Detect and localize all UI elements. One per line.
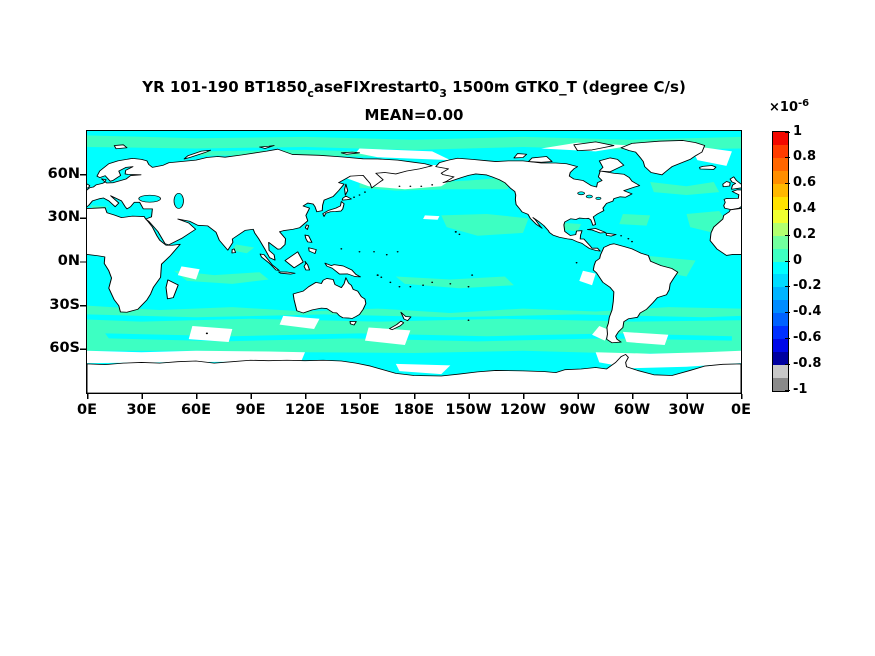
colorbar-segment — [773, 235, 788, 249]
x-tick-label: 120W — [499, 402, 547, 418]
southern-band-cyan-streaks — [87, 314, 741, 342]
colorbar-tick-label: -0.2 — [784, 278, 822, 293]
colorbar-segment — [773, 378, 788, 392]
caspian-sea — [173, 192, 184, 209]
new-zealand-south — [388, 320, 405, 331]
y-tick-label: 30S — [49, 297, 80, 313]
x-tick-label: 90E — [235, 402, 266, 418]
colorbar-segment — [773, 287, 788, 301]
x-tick-label: 150E — [339, 402, 380, 418]
colorbar-tick-label: 0.8 — [784, 149, 817, 164]
x-tick-label: 150W — [445, 402, 492, 418]
luzon — [304, 234, 313, 243]
colorbar-segment — [773, 352, 788, 366]
new-guinea — [324, 262, 361, 278]
colorbar-segment — [773, 183, 788, 197]
masked-ocean-patches — [87, 142, 741, 375]
world-map — [86, 130, 742, 394]
title-subscript-c: c — [307, 87, 314, 100]
y-axis-tick-marks — [80, 174, 86, 351]
sumatra — [259, 253, 280, 271]
colorbar-segment — [773, 339, 788, 353]
japan-hokkaido — [341, 195, 352, 201]
figure-subtitle-mean: MEAN=0.00 — [364, 106, 464, 124]
colorbar-segment — [773, 196, 788, 210]
colorbar-tick-label: 0 — [784, 253, 803, 268]
colorbar-tick-label: 0.6 — [784, 175, 817, 190]
java — [278, 271, 296, 275]
colorbar-segment — [773, 209, 788, 223]
colorbar-segment — [773, 274, 788, 288]
sulawesi — [303, 260, 311, 271]
colorbar-scale-base: ×10 — [769, 100, 798, 115]
colorbar-segment — [773, 248, 788, 262]
colorbar-tick-label: -0.6 — [784, 330, 822, 345]
y-tick-label: 60N — [47, 166, 80, 182]
x-tick-label: 180E — [393, 402, 435, 418]
svalbard — [113, 144, 128, 150]
colorbar-tick-label: 0.4 — [784, 201, 817, 216]
landmasses — [87, 144, 741, 393]
title-text: 1500m GTK0_T (degree C/s) — [446, 78, 686, 96]
colorbar-tick-label: -1 — [784, 382, 808, 397]
x-tick-label: 30W — [668, 402, 705, 418]
x-tick-label: 0E — [77, 402, 97, 418]
colorbar-segment — [773, 222, 788, 236]
japan-honshu — [322, 201, 345, 217]
sri-lanka — [231, 248, 237, 254]
title-text: YR 101-190 BT1850 — [142, 78, 308, 96]
x-tick-label: 60W — [613, 402, 651, 418]
colorbar-tick-label: -0.8 — [784, 356, 822, 371]
mindanao — [308, 247, 317, 254]
antarctica — [87, 354, 741, 393]
x-tick-label: 60E — [180, 402, 212, 418]
colorbar-tick-label: 1 — [784, 124, 803, 139]
colorbar-tick-label: 0.2 — [784, 227, 817, 242]
colorbar-tick-label: -0.4 — [784, 304, 822, 319]
x-tick-label: 30E — [126, 402, 157, 418]
colorbar-segment — [773, 132, 788, 145]
sakhalin — [344, 183, 349, 196]
x-tick-label: 0E — [731, 402, 751, 418]
severnaya-zemlya — [259, 145, 275, 149]
taiwan — [304, 224, 310, 230]
map-svg — [87, 131, 741, 393]
colorbar-segment — [773, 326, 788, 340]
colorbar-segment — [773, 300, 788, 314]
colorbar-segment — [773, 157, 788, 171]
small-island-dots — [205, 184, 633, 335]
x-axis-tick-marks — [87, 394, 743, 399]
colorbar-segment — [773, 144, 788, 158]
y-tick-label: 0N — [57, 253, 80, 269]
eurasia — [87, 148, 433, 261]
figure-title: YR 101-190 BT1850caseFIXrestart03 1500m … — [0, 78, 828, 100]
colorbar-segment — [773, 170, 788, 184]
colorbar-segment — [773, 365, 788, 379]
y-tick-label: 30N — [47, 209, 80, 225]
black-sea — [138, 194, 161, 203]
new-siberian-islands — [340, 151, 360, 155]
africa — [87, 207, 181, 313]
great-britain — [87, 183, 91, 189]
new-zealand-north — [400, 311, 412, 322]
tasmania — [349, 320, 357, 326]
title-subscript-3: 3 — [439, 87, 447, 100]
colorbar-exponent-label: ×10-6 — [769, 98, 810, 115]
y-tick-label: 60S — [49, 340, 80, 356]
australia — [292, 277, 367, 319]
colorbar-segment — [773, 313, 788, 327]
title-text: aseFIXrestart0 — [313, 78, 440, 96]
x-tick-label: 90W — [559, 402, 596, 418]
colorbar-segment — [773, 261, 788, 275]
novaya-zemlya — [183, 149, 212, 160]
madagascar — [165, 279, 179, 300]
x-tick-label: 120E — [284, 402, 326, 418]
borneo — [284, 251, 304, 269]
colorbar-scale-exponent: -6 — [797, 98, 810, 109]
